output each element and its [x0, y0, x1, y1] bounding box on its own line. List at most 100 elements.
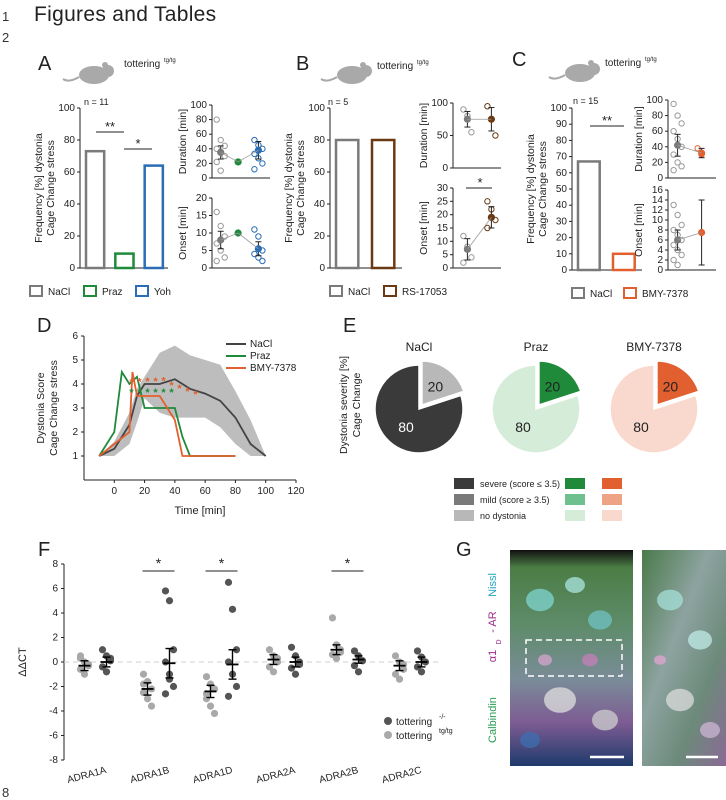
- bar-rs-17053: [370, 138, 396, 270]
- c-dur-ylabel: Duration [min]: [633, 106, 645, 171]
- star-green: *: [153, 387, 158, 399]
- pie-slice-severe: [538, 360, 582, 406]
- f-category-adra1b: ADRA1B: [129, 765, 171, 786]
- b-freq-ylabel: Frequency [%] dystonia: [283, 133, 295, 243]
- c-dur-y-tick-label: 20: [652, 157, 664, 168]
- c-freq-y-tick-label: 90: [556, 119, 568, 130]
- a-dur-y-tick-label: 40: [196, 144, 208, 155]
- b-dur-y-tick-label: 100: [431, 98, 448, 109]
- data-point: [251, 166, 258, 173]
- mean-marker-nacl: [217, 236, 225, 244]
- micrograph-cell: [582, 653, 598, 667]
- data-point: [670, 256, 677, 264]
- b-title: tottering: [377, 61, 413, 72]
- pie-label: 80: [398, 419, 414, 435]
- data-point: [674, 261, 681, 269]
- micrograph-cell: [592, 709, 618, 731]
- legend-e-swatch: [602, 478, 622, 489]
- legend-e-label: severe (score ≤ 3.5): [480, 479, 560, 489]
- d-x-tick-label: 120: [288, 486, 305, 497]
- c-ons-y-tick-label: 0: [657, 265, 663, 276]
- micrograph-cell: [700, 722, 720, 738]
- b-ons-y-tick-label: 5: [442, 250, 448, 261]
- data-point: [213, 240, 220, 247]
- f-y-tick-label: 2: [52, 633, 58, 644]
- f-category-adra1d: ADRA1D: [192, 765, 234, 786]
- d-y-tick-label: 2: [72, 427, 78, 438]
- legend-e-swatch: [602, 510, 622, 521]
- d-x-tick-label: 100: [257, 486, 274, 497]
- data-point: [460, 259, 467, 266]
- data-point: [259, 160, 266, 167]
- legend-e-swatch: [602, 494, 622, 505]
- b-freq-y-tick-label: 80: [314, 135, 326, 146]
- star-green: *: [161, 387, 166, 399]
- f-data-point: [273, 654, 282, 662]
- data-point: [251, 250, 258, 258]
- micrograph-cell: [688, 630, 712, 650]
- line-number-1: 1: [2, 9, 10, 24]
- data-point: [674, 211, 681, 219]
- f-y-tick-label: -8: [49, 755, 58, 766]
- mouse-ear: [588, 60, 594, 66]
- data-point: [221, 254, 228, 261]
- b-freq-y-tick-label: 0: [319, 263, 325, 274]
- d-x-tick-label: 20: [139, 486, 151, 497]
- f-data-point: [228, 605, 237, 613]
- legend-a-praz: Praz: [102, 287, 123, 298]
- panel-label-e: E: [343, 315, 356, 337]
- data-point: [213, 158, 220, 166]
- f-data-point: [206, 702, 215, 710]
- micrograph-cell: [666, 688, 694, 712]
- f-data-point: [328, 614, 337, 622]
- b-freq-y-tick-label: 40: [314, 199, 326, 210]
- micrograph-cell: [526, 588, 554, 612]
- f-data-point: [84, 660, 93, 669]
- legend-c-bmy: BMY-7378: [642, 289, 689, 300]
- f-data-point: [413, 647, 422, 655]
- mouse-ear: [360, 62, 366, 68]
- c-n: n = 15: [573, 96, 598, 106]
- legend-c-nacl: NaCl: [590, 289, 612, 300]
- sig-c: **: [602, 113, 612, 128]
- f-y-tick-label: -6: [49, 731, 58, 742]
- f-data-point: [391, 670, 400, 678]
- f-data-point: [106, 654, 115, 662]
- legend-a-praz-swatch: [83, 285, 97, 297]
- a-freq-y-tick-label: 100: [58, 103, 75, 114]
- d-y-tick-label: 3: [72, 403, 78, 414]
- label-nissl: Nissl: [487, 573, 499, 597]
- a-dur-y-tick-label: 0: [201, 173, 207, 184]
- micrograph-cell: [588, 610, 612, 630]
- c-freq-y-tick-label: 0: [561, 265, 567, 276]
- mean-connector: [220, 232, 239, 241]
- legend-f-dot-ko: [384, 717, 392, 725]
- c-freq-y-tick-label: 80: [556, 135, 568, 146]
- mouse-icon-b: [320, 62, 372, 84]
- b-ons-y-tick-label: 30: [437, 183, 449, 194]
- f-data-point: [80, 670, 89, 678]
- a-freq-y-tick-label: 60: [64, 167, 76, 178]
- bar-bmy-7378: [611, 252, 636, 272]
- a-dur-y-tick-label: 60: [196, 129, 208, 140]
- data-point: [670, 201, 677, 209]
- f-data-point: [265, 646, 274, 654]
- d-x-tick-label: 80: [230, 486, 242, 497]
- a-ons-ylabel: Onset [min]: [177, 206, 189, 260]
- pie-slice-no: [421, 360, 465, 406]
- a-ons-y-tick-label: 10: [196, 228, 208, 239]
- f-data-point: [350, 647, 359, 655]
- mouse-icon-c: [548, 60, 600, 82]
- f-data-point: [399, 660, 408, 669]
- legend-c-nacl-swatch: [571, 287, 585, 299]
- a-title-sup: tg/tg: [164, 58, 176, 64]
- star-orange: *: [169, 380, 174, 392]
- pie-slice-severe: [656, 360, 700, 406]
- a-freq-y-tick-label: 20: [64, 231, 76, 242]
- data-point: [213, 208, 220, 216]
- data-point: [251, 226, 258, 233]
- data-point: [259, 257, 266, 265]
- f-y-tick-label: 8: [52, 559, 58, 570]
- d-ylabel-2: Cage Change stress: [48, 360, 60, 456]
